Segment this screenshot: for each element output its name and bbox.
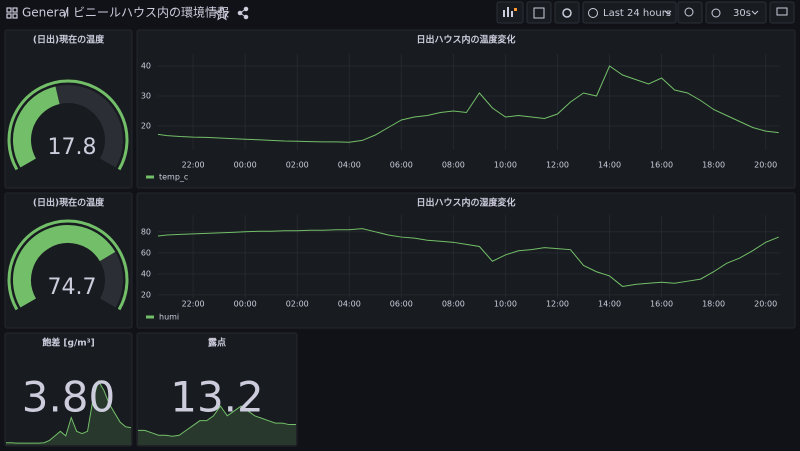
refresh-picker[interactable] (705, 1, 767, 24)
sparkline (6, 379, 132, 444)
x-tick-label: 20:00 (754, 300, 777, 309)
dropdown-icon (751, 10, 759, 15)
zoom-icon (684, 7, 694, 17)
x-tick-label: 06:00 (390, 300, 413, 309)
tv-icon (776, 7, 788, 16)
x-tick-label: 14:00 (598, 161, 621, 170)
tv-mode-button[interactable] (769, 1, 795, 24)
refresh-icon (711, 8, 721, 18)
x-tick-label: 06:00 (390, 161, 413, 170)
save-icon (533, 7, 545, 19)
x-tick-label: 22:00 (182, 300, 205, 309)
y-tick-label: 20 (141, 290, 151, 299)
x-tick-label: 10:00 (494, 161, 517, 170)
x-tick-label: 04:00 (338, 161, 361, 170)
legend-label: humi (159, 313, 179, 322)
dashboard-icon[interactable] (6, 7, 18, 19)
panel-title: 日出ハウス内の湿度変化 (416, 197, 515, 209)
panel (136, 332, 298, 447)
panel-title: 日出ハウス内の温度変化 (416, 34, 515, 46)
y-tick-label: 20 (141, 122, 151, 131)
time-range: Last 24 hours (603, 8, 671, 19)
gauge-threshold (7, 79, 129, 171)
dropdown-icon (664, 10, 672, 15)
x-tick-label: 02:00 (286, 161, 309, 170)
sparkline-area (6, 381, 131, 445)
dashboard-title[interactable]: ビニールハウス内の環境情報 (73, 5, 229, 20)
x-tick-label: 14:00 (598, 300, 621, 309)
save-button[interactable] (526, 1, 552, 24)
clock-icon (588, 8, 598, 18)
y-tick-label: 60 (141, 248, 151, 257)
settings-button[interactable] (554, 1, 580, 24)
panel (4, 29, 133, 189)
x-tick-label: 00:00 (234, 300, 257, 309)
panel (136, 29, 796, 189)
y-tick-label: 40 (141, 269, 151, 278)
x-tick-label: 00:00 (234, 161, 257, 170)
refresh-interval: 30s (733, 8, 751, 19)
line (157, 65, 779, 143)
x-tick-label: 22:00 (182, 161, 205, 170)
stat-value: 3.80 (22, 373, 116, 422)
y-tick-label: 80 (141, 227, 151, 236)
gauge-value-arc (13, 225, 116, 308)
x-tick-label: 02:00 (286, 300, 309, 309)
sparkline-area (138, 406, 296, 445)
x-tick-label: 08:00 (442, 300, 465, 309)
y-tick-label: 40 (141, 62, 151, 71)
panel (4, 332, 133, 447)
gauge-value-arc (13, 86, 60, 168)
x-tick-label: 18:00 (702, 161, 725, 170)
x-tick-label: 10:00 (494, 300, 517, 309)
share-button[interactable] (237, 6, 249, 20)
folder-link[interactable]: General (22, 6, 69, 20)
star-button[interactable] (214, 5, 230, 21)
x-tick-label: 08:00 (442, 161, 465, 170)
x-tick-label: 20:00 (754, 161, 777, 170)
gauge-threshold (7, 219, 129, 311)
x-tick-label: 12:00 (546, 161, 569, 170)
legend-label: temp_c (159, 173, 188, 182)
separator: / (64, 6, 69, 20)
panel-title: (日出)現在の温度 (33, 34, 105, 46)
x-tick-label: 16:00 (650, 161, 673, 170)
panel (136, 192, 796, 329)
x-tick-label: 18:00 (702, 300, 725, 309)
panel (4, 192, 133, 329)
y-tick-label: 30 (141, 92, 151, 101)
gauge-value: 17.8 (48, 135, 97, 160)
stat-value: 13.2 (170, 373, 264, 422)
panel-title: (日出)現在の温度 (33, 197, 105, 209)
x-tick-label: 16:00 (650, 300, 673, 309)
x-tick-label: 12:00 (546, 300, 569, 309)
x-tick-label: 04:00 (338, 300, 361, 309)
zoom-out-button[interactable] (677, 1, 703, 24)
panel-title: 露点 (208, 337, 226, 349)
panel-title: 飽差 [g/m³] (41, 337, 94, 349)
add-panel-icon (503, 7, 517, 17)
settings-icon (562, 8, 572, 18)
add-panel-button[interactable] (496, 1, 524, 24)
gauge-value: 74.7 (48, 275, 97, 300)
time-picker[interactable] (582, 1, 677, 24)
sparkline (138, 405, 296, 437)
line (157, 228, 779, 287)
